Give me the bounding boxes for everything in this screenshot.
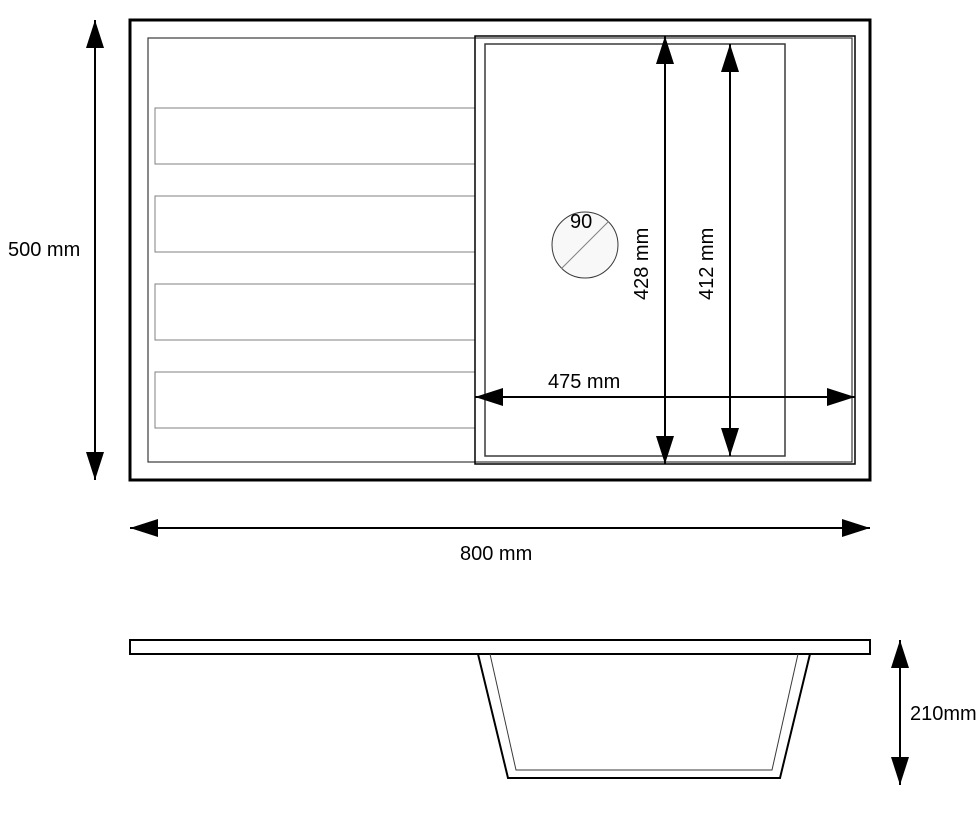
- top-inner-rim: [148, 38, 852, 462]
- dim-210-label: 210mm: [910, 703, 977, 725]
- drainer-groove-3: [155, 372, 475, 428]
- dim-428-label: 428 mm: [631, 228, 653, 300]
- dim-412-label: 412 mm: [696, 228, 718, 300]
- drainer-groove-2: [155, 284, 475, 340]
- sink-technical-drawing: 90 428 mm 412 mm 475 mm 500 mm 800 mm 210mm: [0, 0, 980, 840]
- top-outer-rim: [130, 20, 870, 480]
- drain-dia-label: 90: [570, 211, 592, 233]
- dim-500-label: 500 mm: [8, 239, 80, 261]
- side-bowl-outer: [478, 654, 810, 778]
- side-bowl-inner: [490, 654, 798, 770]
- drainer-groove-0: [155, 108, 475, 164]
- dim-475-label: 475 mm: [548, 371, 620, 393]
- drainer-groove-1: [155, 196, 475, 252]
- side-flange: [130, 640, 870, 654]
- dim-800-label: 800 mm: [460, 543, 532, 565]
